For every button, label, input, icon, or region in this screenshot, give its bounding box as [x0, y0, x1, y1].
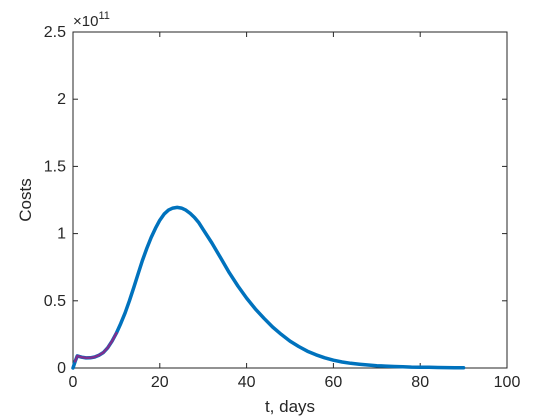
- series-line-1: [73, 331, 118, 363]
- x-tick-label: 80: [411, 374, 429, 391]
- x-tick-label: 40: [238, 374, 256, 391]
- y-tick-label: 1: [57, 226, 66, 243]
- y-tick-label: 2: [57, 91, 66, 108]
- y-axis-ticks: 0 0.5 1 1.5 2 2.5: [44, 24, 507, 377]
- x-tick-label: 60: [325, 374, 343, 391]
- y-tick-label: 0.5: [44, 293, 66, 310]
- plot-area: [72, 31, 508, 369]
- x-axis-ticks: 0 20 40 60 80 100: [69, 32, 521, 391]
- y-tick-label: 2.5: [44, 24, 66, 41]
- y-tick-label: 0: [57, 360, 66, 377]
- y-exponent-label: ×1011: [73, 10, 110, 30]
- y-axis-label: Costs: [16, 178, 35, 221]
- y-tick-label: 1.5: [44, 158, 66, 175]
- series-layer: [71, 205, 466, 370]
- x-tick-label: 20: [151, 374, 169, 391]
- x-tick-label: 100: [494, 374, 521, 391]
- x-axis-label: t, days: [265, 397, 315, 416]
- x-tick-label: 0: [69, 374, 78, 391]
